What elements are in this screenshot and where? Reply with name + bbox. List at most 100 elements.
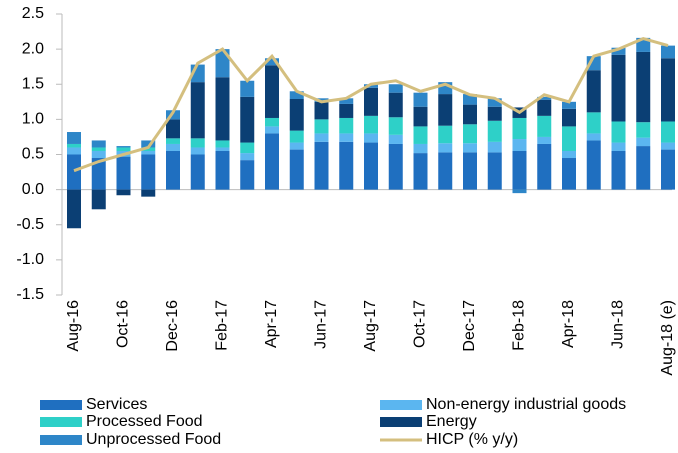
bar-segment [611, 121, 626, 143]
bar-segment [636, 146, 651, 190]
bar-segment [215, 49, 230, 78]
y-tick-label: -1.5 [16, 286, 44, 303]
bar-segment [289, 149, 304, 190]
x-tick-label: Aug-17 [362, 300, 379, 352]
bar-segment [463, 94, 477, 105]
bar-segment [339, 141, 354, 190]
bar-segment [339, 98, 354, 104]
y-tick-label: 1.5 [22, 75, 44, 92]
y-tick-label: 2.5 [22, 5, 44, 22]
bar-segment [314, 119, 329, 134]
y-tick-label: 2.0 [22, 40, 44, 57]
bar-segment [289, 142, 304, 150]
bar-segment [611, 142, 626, 151]
legend-label: Energy [426, 413, 477, 430]
bar-segment [339, 133, 354, 142]
x-tick-label: Apr-18 [560, 300, 577, 348]
bar-segment [537, 143, 552, 190]
bar-segment [265, 117, 279, 127]
bar-segment [67, 189, 81, 229]
legend-swatch [380, 417, 422, 427]
x-tick-label: Aug-18 (e) [659, 300, 676, 376]
legend-swatch [380, 400, 422, 410]
bar-segment [512, 117, 527, 140]
bar-segment [289, 99, 304, 131]
x-tick-label: Jun-17 [313, 300, 330, 349]
bar-segment [190, 147, 205, 155]
bar-segment [240, 80, 255, 97]
bar-segment [116, 146, 131, 148]
bar-segment [240, 160, 255, 190]
bar-segment [116, 189, 131, 196]
bar-segment [636, 137, 651, 147]
bar-segment [314, 98, 329, 102]
bar-segment [289, 130, 304, 143]
bar-segment [487, 120, 502, 142]
bar-segment [190, 154, 205, 190]
bar-segment [463, 143, 477, 153]
bar-segment [314, 141, 329, 190]
bar-segment [190, 138, 205, 148]
bar-segment [438, 82, 453, 95]
bar-segment [586, 133, 601, 141]
bar-segment [562, 126, 576, 151]
bar-segment [661, 142, 675, 150]
y-tick-label: 1.0 [22, 111, 44, 128]
bar-segment [314, 101, 329, 120]
bar-segment [438, 125, 453, 144]
bar-segment [166, 119, 180, 139]
bar-segment [364, 142, 378, 190]
bar-segment [314, 133, 329, 142]
bar-segment [537, 96, 552, 100]
x-tick-label: Oct-17 [412, 300, 429, 348]
bar-segment [67, 154, 81, 190]
bar-segment [339, 117, 354, 134]
bar-segment [438, 152, 453, 190]
bar-segment [240, 142, 255, 154]
bar-segment [661, 121, 675, 143]
y-tick-label: 0.5 [22, 146, 44, 163]
legend-label: Non-energy industrial goods [426, 396, 626, 413]
bar-segment [388, 134, 403, 144]
bar-segment [487, 106, 502, 121]
y-tick-label: 0.0 [22, 181, 44, 198]
bar-segment [537, 115, 552, 137]
bar-segment [512, 150, 527, 190]
x-tick-label: Feb-18 [511, 300, 528, 351]
bar-segment [116, 156, 131, 190]
bar-segment [413, 126, 428, 144]
x-tick-label: Aug-16 [65, 300, 82, 352]
bar-segment [562, 150, 576, 159]
x-tick-label: Oct-16 [115, 300, 132, 348]
bar-segment [562, 158, 576, 190]
x-tick-label: Apr-17 [263, 300, 280, 348]
bar-segment [265, 65, 279, 118]
bar-segment [141, 140, 156, 148]
bar-segment [91, 158, 106, 190]
bar-segment [67, 132, 81, 144]
bar-segment [364, 133, 378, 143]
bar-segment [91, 147, 106, 151]
bar-segment [537, 136, 552, 144]
legend-label: Services [86, 396, 147, 413]
legend-swatch [40, 400, 82, 410]
bar-segment [512, 139, 527, 151]
y-tick-label: -0.5 [16, 216, 44, 233]
bar-segment [67, 143, 81, 148]
bar-segment [562, 108, 576, 127]
bar-segment [562, 101, 576, 109]
bar-segment [487, 152, 502, 190]
bar-segment [364, 87, 378, 116]
bar-segment [364, 84, 378, 88]
bar-segment [636, 122, 651, 138]
bar-segment [265, 126, 279, 134]
bar-segment [215, 77, 230, 141]
bar-segment [487, 98, 502, 107]
bar-segment [91, 189, 106, 210]
bar-segment [413, 153, 428, 190]
bar-segment [388, 143, 403, 190]
bar-segment [91, 150, 106, 159]
bar-segment [611, 150, 626, 190]
bar-segment [141, 154, 156, 190]
